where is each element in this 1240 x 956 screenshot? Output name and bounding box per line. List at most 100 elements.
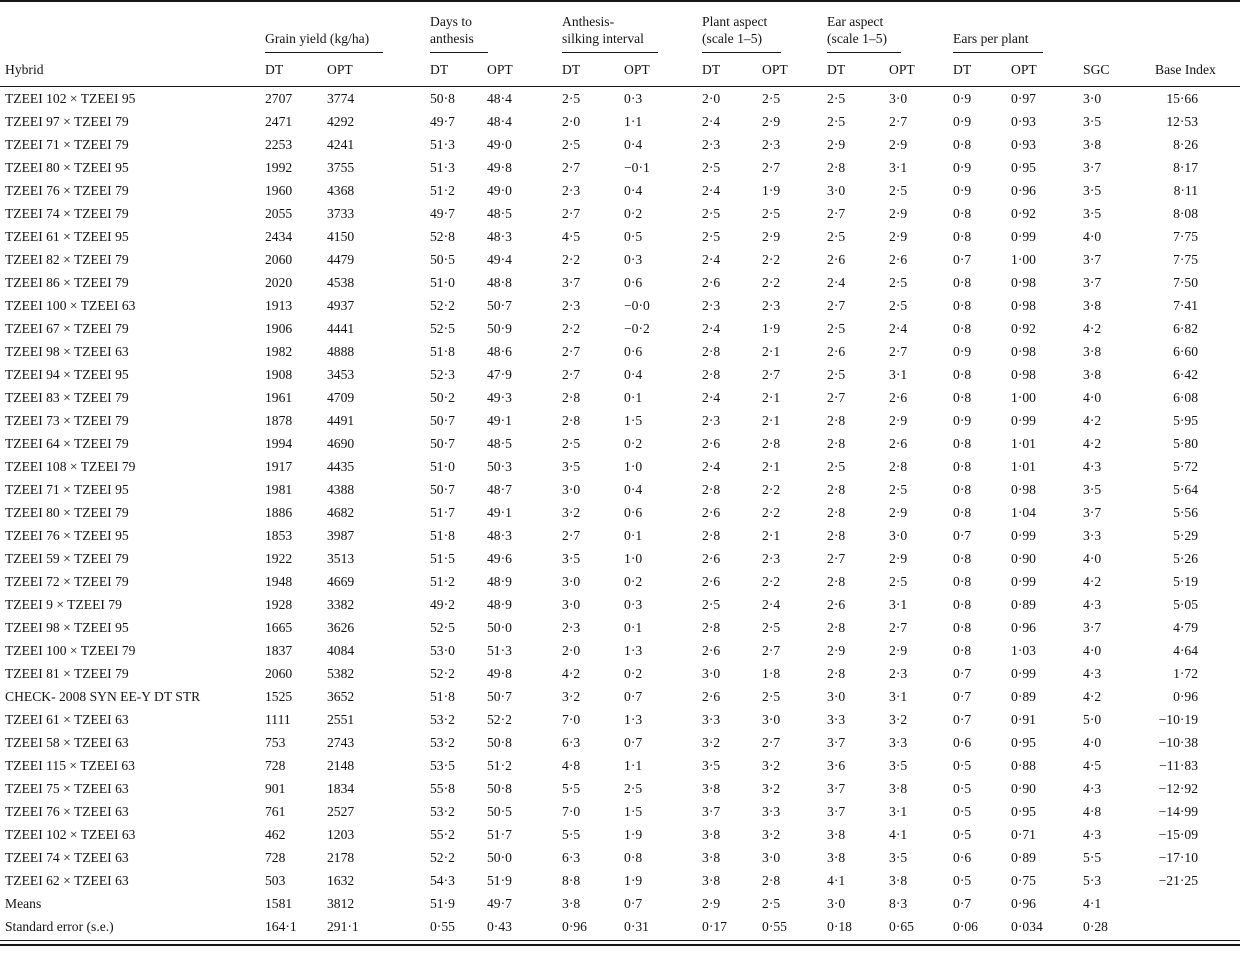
value-cell: 3812 <box>327 896 355 911</box>
value-cell: 2·7 <box>889 114 908 129</box>
value-cell: 0·43 <box>487 915 563 942</box>
value-cell: 51·9 <box>430 896 455 911</box>
value-cell: 0·31 <box>624 915 703 942</box>
value-cell: 0·7 <box>953 666 972 681</box>
hybrid-name-cell: TZEEI 80 × TZEEI 95 <box>5 160 129 175</box>
value-cell: 2·5 <box>827 459 846 474</box>
value-cell: 54·3 <box>430 873 455 888</box>
value-cell: 50·5 <box>430 252 455 267</box>
value-cell: 3·0 <box>562 482 581 497</box>
value-cell: 1906 <box>265 321 293 336</box>
group-label-ears-per-plant: Ears per plant <box>953 30 1043 53</box>
value-cell: 5·3 <box>1083 873 1102 888</box>
value-cell: 4·0 <box>1083 643 1102 658</box>
value-cell: 0·6 <box>953 850 972 865</box>
value-cell: 1878 <box>265 413 293 428</box>
value-cell: 0·8 <box>953 436 972 451</box>
value-cell: 3·8 <box>889 781 908 796</box>
value-cell: 2·3 <box>702 137 721 152</box>
value-cell: 2·2 <box>562 321 581 336</box>
value-cell: 1837 <box>265 643 293 658</box>
value-cell: 2·8 <box>889 459 908 474</box>
value-cell: 0·71 <box>1011 827 1036 842</box>
value-cell: 3·2 <box>702 735 721 750</box>
hybrid-name-cell: TZEEI 59 × TZEEI 79 <box>5 551 129 566</box>
hybrid-name-cell: TZEEI 76 × TZEEI 63 <box>5 804 129 819</box>
value-cell: 3·0 <box>562 574 581 589</box>
value-cell: 2·5 <box>827 91 846 106</box>
value-cell: 1·00 <box>1011 252 1036 267</box>
table-row: TZEEI 80 × TZEEI 79 1886 4682 51·7 49·1 … <box>0 501 1240 524</box>
value-cell: 2·5 <box>889 574 908 589</box>
value-cell: 0·8 <box>953 482 972 497</box>
hybrid-name-cell: TZEEI 100 × TZEEI 63 <box>5 298 136 313</box>
value-cell: 5382 <box>327 666 355 681</box>
table-row: TZEEI 76 × TZEEI 95 1853 3987 51·8 48·3 … <box>0 524 1240 547</box>
table-row: TZEEI 75 × TZEEI 63 901 1834 55·8 50·8 5… <box>0 777 1240 800</box>
value-cell: 3755 <box>327 160 355 175</box>
value-cell: 2·6 <box>702 436 721 451</box>
value-cell: 53·0 <box>430 643 455 658</box>
value-cell: 49·8 <box>487 666 512 681</box>
value-cell: 2·8 <box>827 436 846 451</box>
group-label-plant-aspect: Plant aspect (scale 1–5) <box>702 13 782 53</box>
value-cell: 2·9 <box>889 229 908 244</box>
value-cell: 2·1 <box>762 390 781 405</box>
value-cell: 0·3 <box>624 597 643 612</box>
value-cell: 51·3 <box>487 643 512 658</box>
value-cell: 51·2 <box>430 183 455 198</box>
value-cell: 6·08 <box>1173 390 1199 405</box>
value-cell: 3626 <box>327 620 355 635</box>
value-cell: 3·6 <box>827 758 846 773</box>
value-cell: 2·8 <box>702 367 721 382</box>
value-cell: 2·7 <box>889 620 908 635</box>
value-cell: 2·6 <box>827 252 846 267</box>
value-cell: 5·05 <box>1173 597 1199 612</box>
hybrid-name-cell: TZEEI 82 × TZEEI 79 <box>5 252 129 267</box>
hybrid-group-spacer <box>0 1 265 53</box>
value-cell: 51·3 <box>430 137 455 152</box>
group-header-row: Grain yield (kg/ha) Days to anthesis Ant… <box>0 1 1240 53</box>
value-cell: 1·3 <box>624 643 643 658</box>
table-row: CHECK- 2008 SYN EE-Y DT STR 1525 3652 51… <box>0 685 1240 708</box>
value-cell: 4388 <box>327 482 355 497</box>
table-row: TZEEI 71 × TZEEI 95 1981 4388 50·7 48·7 … <box>0 478 1240 501</box>
table-row: TZEEI 102 × TZEEI 95 2707 3774 50·8 48·4… <box>0 87 1240 111</box>
table-row: TZEEI 9 × TZEEI 79 1928 3382 49·2 48·9 3… <box>0 593 1240 616</box>
value-cell: 0·91 <box>1011 712 1036 727</box>
value-cell: 0·5 <box>624 229 643 244</box>
value-cell: 2·3 <box>562 620 581 635</box>
value-cell: 3·3 <box>1083 528 1102 543</box>
value-cell: 1917 <box>265 459 293 474</box>
hybrid-name-cell: Standard error (s.e.) <box>0 915 265 942</box>
value-cell: 761 <box>265 804 286 819</box>
value-cell: 0·9 <box>953 413 972 428</box>
value-cell: 0·5 <box>953 804 972 819</box>
value-cell: 3733 <box>327 206 355 221</box>
group-header-grain-yield: Grain yield (kg/ha) <box>265 1 430 53</box>
value-cell: 3·5 <box>889 758 908 773</box>
value-cell: 2060 <box>265 666 293 681</box>
value-cell: 47·9 <box>487 367 512 382</box>
hybrid-name-cell: TZEEI 9 × TZEEI 79 <box>5 597 122 612</box>
value-cell: 1·04 <box>1011 505 1036 520</box>
value-cell: 3·0 <box>762 850 781 865</box>
value-cell: 2·3 <box>762 298 781 313</box>
value-cell: 2·7 <box>827 390 846 405</box>
value-cell: 8·8 <box>562 873 581 888</box>
value-cell: 3·1 <box>889 804 908 819</box>
value-cell: 0·5 <box>953 827 972 842</box>
value-cell: 3·2 <box>762 758 781 773</box>
value-cell: 0·99 <box>1011 528 1036 543</box>
value-cell: 0·7 <box>953 252 972 267</box>
value-cell: 2·5 <box>827 321 846 336</box>
value-cell: 2·9 <box>889 413 908 428</box>
table-body: TZEEI 102 × TZEEI 95 2707 3774 50·8 48·4… <box>0 87 1240 942</box>
value-cell: 5·29 <box>1173 528 1199 543</box>
value-cell: 8·3 <box>889 896 908 911</box>
value-cell: 0·93 <box>1011 114 1036 129</box>
value-cell: 0·65 <box>889 915 954 942</box>
table-row: TZEEI 73 × TZEEI 79 1878 4491 50·7 49·1 … <box>0 409 1240 432</box>
value-cell: 1·9 <box>762 183 781 198</box>
value-cell: 2·9 <box>889 137 908 152</box>
